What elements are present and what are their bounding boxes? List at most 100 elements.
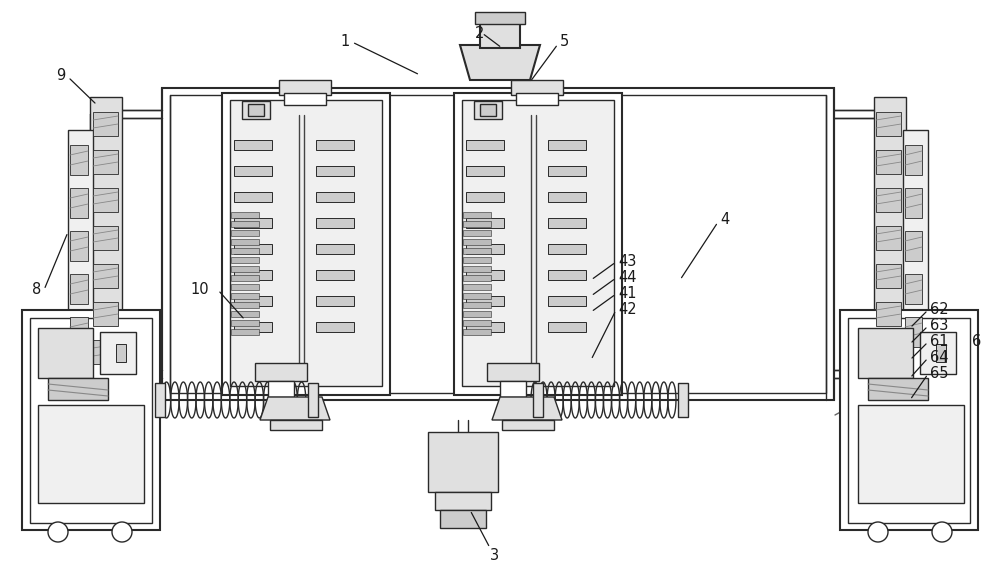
Text: 42: 42 <box>618 303 637 317</box>
Circle shape <box>112 522 132 542</box>
Bar <box>466 270 504 280</box>
Bar <box>242 101 270 119</box>
Bar <box>440 510 486 528</box>
Polygon shape <box>905 231 922 261</box>
Text: 10: 10 <box>190 283 209 297</box>
Bar <box>234 192 272 202</box>
Bar <box>231 311 259 317</box>
Bar <box>487 363 539 381</box>
Bar <box>234 270 272 280</box>
Bar <box>466 140 504 150</box>
Bar <box>316 140 354 150</box>
Text: 44: 44 <box>618 271 637 285</box>
Bar <box>100 332 136 374</box>
Bar <box>268 381 294 397</box>
Bar <box>316 322 354 332</box>
Bar <box>231 257 259 263</box>
Bar <box>548 296 586 306</box>
Bar <box>463 266 491 272</box>
Bar <box>231 293 259 299</box>
Bar <box>475 12 525 24</box>
Bar <box>466 296 504 306</box>
Text: 5: 5 <box>560 34 569 50</box>
Bar <box>231 275 259 281</box>
Polygon shape <box>876 340 901 364</box>
Polygon shape <box>93 112 118 136</box>
Bar <box>463 302 491 308</box>
Text: 63: 63 <box>930 319 948 333</box>
Bar <box>30 318 152 523</box>
Bar <box>463 320 491 326</box>
Bar <box>231 266 259 272</box>
Bar <box>316 166 354 176</box>
Bar <box>234 140 272 150</box>
Text: 62: 62 <box>930 303 949 317</box>
Bar <box>231 221 259 227</box>
Text: 3: 3 <box>490 547 499 562</box>
Bar <box>428 432 498 492</box>
Circle shape <box>868 522 888 542</box>
Bar <box>22 310 160 530</box>
Bar <box>116 344 126 362</box>
Bar <box>463 329 491 335</box>
Bar <box>466 218 504 228</box>
Text: 64: 64 <box>930 351 948 366</box>
Polygon shape <box>70 274 88 304</box>
Circle shape <box>932 522 952 542</box>
Text: 1: 1 <box>340 34 349 50</box>
Bar <box>162 88 834 400</box>
Bar <box>38 328 93 378</box>
Bar <box>231 239 259 245</box>
Bar <box>474 101 502 119</box>
Polygon shape <box>93 226 118 250</box>
Bar <box>463 248 491 254</box>
Bar <box>858 328 913 378</box>
Bar <box>463 311 491 317</box>
Polygon shape <box>492 397 562 420</box>
Bar <box>90 97 122 395</box>
Bar <box>463 257 491 263</box>
Bar <box>858 405 964 503</box>
Bar <box>231 320 259 326</box>
Polygon shape <box>460 45 540 80</box>
Polygon shape <box>905 317 922 347</box>
Bar <box>68 130 93 365</box>
Bar <box>463 275 491 281</box>
Bar <box>480 20 520 48</box>
Bar <box>231 212 259 218</box>
Text: 43: 43 <box>618 255 636 269</box>
Bar <box>548 192 586 202</box>
Polygon shape <box>70 231 88 261</box>
Polygon shape <box>93 264 118 288</box>
Bar <box>548 322 586 332</box>
Bar <box>454 93 622 395</box>
Bar <box>231 248 259 254</box>
Polygon shape <box>876 264 901 288</box>
Bar <box>234 244 272 254</box>
Polygon shape <box>876 226 901 250</box>
Bar <box>548 244 586 254</box>
Bar <box>463 284 491 290</box>
Polygon shape <box>70 145 88 175</box>
Bar <box>466 244 504 254</box>
Bar <box>231 302 259 308</box>
Bar <box>284 93 326 105</box>
Text: 41: 41 <box>618 287 637 301</box>
Polygon shape <box>93 340 118 364</box>
Circle shape <box>48 522 68 542</box>
Polygon shape <box>905 188 922 218</box>
Polygon shape <box>876 150 901 174</box>
Bar <box>511 80 563 95</box>
Bar <box>480 104 496 116</box>
Bar <box>936 344 946 362</box>
Bar <box>502 420 554 430</box>
Bar <box>308 383 318 417</box>
Bar <box>874 97 906 395</box>
Bar <box>316 244 354 254</box>
Bar <box>231 230 259 236</box>
Polygon shape <box>93 302 118 326</box>
Bar <box>463 239 491 245</box>
Text: 6: 6 <box>972 335 981 349</box>
Bar <box>840 310 978 530</box>
Bar <box>316 218 354 228</box>
